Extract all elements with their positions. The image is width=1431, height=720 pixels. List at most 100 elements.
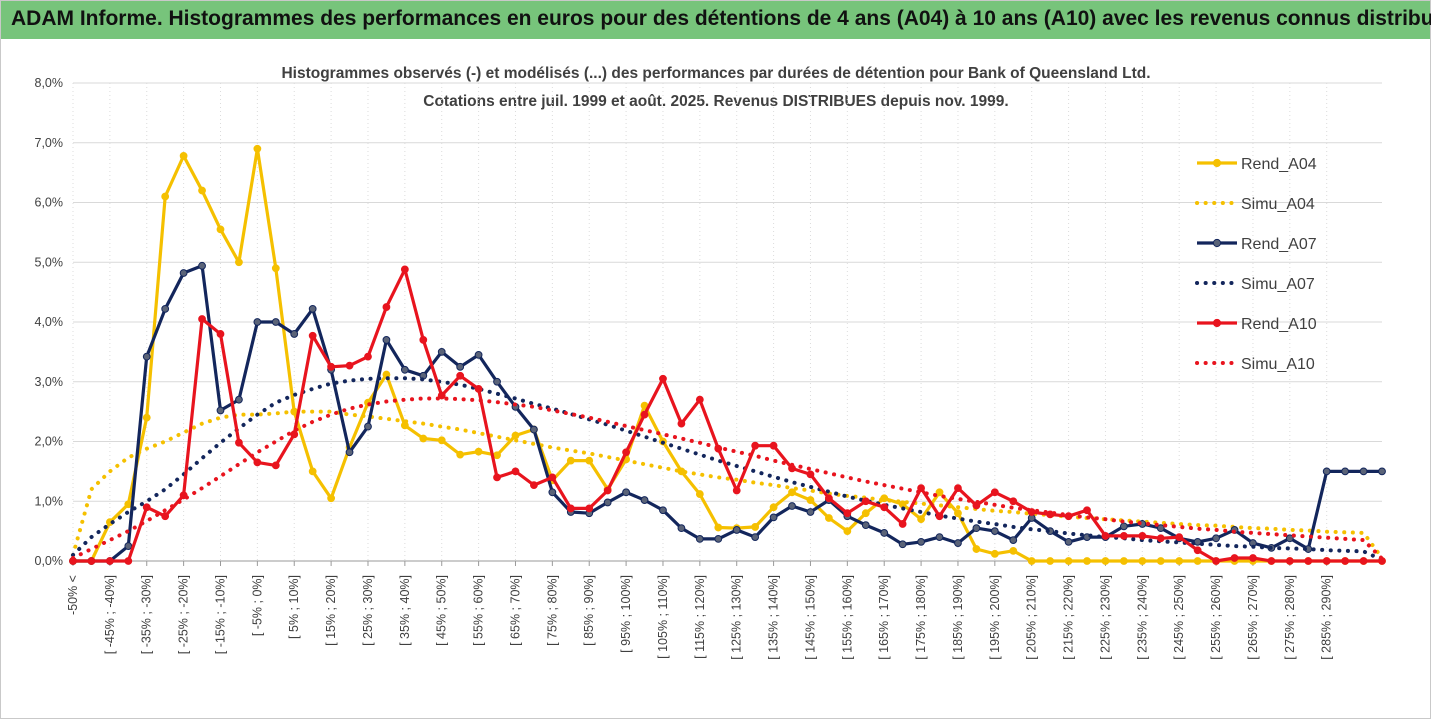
y-tick-label: 1,0% <box>35 494 64 508</box>
point-rend-a07 <box>972 524 981 533</box>
point-rend-a07 <box>714 534 723 543</box>
point-rend-a10 <box>1359 557 1368 565</box>
point-rend-a04 <box>437 436 446 445</box>
point-rend-a10 <box>364 352 372 361</box>
x-axis: -50% < [ -45% ; -40%] [ -35% ; -30%] [ -25%… <box>66 560 1382 660</box>
point-rend-a10 <box>161 512 170 521</box>
point-rend-a04 <box>419 434 428 443</box>
point-rend-a10 <box>1212 557 1220 565</box>
legend-label-rend-a04: Rend_A04 <box>1241 156 1317 173</box>
x-tick-label: [ 255% ; 260%] <box>1209 575 1223 660</box>
point-rend-a04 <box>1101 557 1110 565</box>
point-rend-a10 <box>290 430 299 439</box>
point-rend-a10 <box>1175 533 1184 541</box>
point-rend-a10 <box>493 473 501 482</box>
point-rend-a04 <box>714 523 723 532</box>
point-rend-a07 <box>493 377 501 386</box>
point-rend-a10 <box>935 512 944 521</box>
point-rend-a04 <box>308 467 317 476</box>
point-rend-a07 <box>898 540 907 549</box>
point-rend-a07 <box>253 318 262 326</box>
series-simu-a04-line <box>71 409 1384 560</box>
point-rend-a07 <box>1009 536 1018 544</box>
point-rend-a04 <box>751 523 760 531</box>
legend-marker-rend-a10 <box>1212 318 1222 328</box>
point-rend-a10 <box>1322 557 1331 565</box>
point-rend-a10 <box>1304 557 1313 565</box>
point-rend-a04 <box>861 509 870 518</box>
series-layer <box>69 144 1386 565</box>
x-tick-label: [ 195% ; 200%] <box>988 575 1002 660</box>
point-rend-a07 <box>1285 534 1294 543</box>
point-rend-a04 <box>917 515 925 524</box>
point-rend-a07 <box>622 488 630 497</box>
point-rend-a10 <box>511 467 520 476</box>
point-rend-a10 <box>880 503 889 512</box>
point-rend-a07 <box>917 537 925 546</box>
report-banner: ADAM Informe. Histogrammes des performan… <box>1 1 1431 39</box>
y-tick-label: 8,0% <box>35 76 64 90</box>
point-rend-a07 <box>142 352 151 361</box>
x-tick-label: [ 175% ; 180%] <box>914 575 928 660</box>
point-rend-a04 <box>843 527 852 536</box>
point-rend-a04 <box>935 488 944 497</box>
point-rend-a07 <box>437 347 446 356</box>
legend-label-simu-a10: Simu_A10 <box>1241 356 1315 373</box>
x-tick-label: -50% < <box>66 575 80 615</box>
point-rend-a04 <box>1064 557 1073 565</box>
point-rend-a04 <box>806 496 815 504</box>
series-rend-a04-line <box>73 147 1382 563</box>
point-rend-a04 <box>142 413 151 422</box>
point-rend-a10 <box>732 486 741 495</box>
point-rend-a10 <box>1119 532 1128 540</box>
point-rend-a04 <box>198 186 206 195</box>
point-rend-a04 <box>456 450 465 459</box>
point-rend-a10 <box>87 557 96 565</box>
point-rend-a10 <box>1285 557 1294 565</box>
point-rend-a07 <box>1378 467 1386 476</box>
point-rend-a07 <box>806 508 815 516</box>
x-tick-label: [ 205% ; 210%] <box>1025 575 1039 660</box>
x-tick-label: [ 265% ; 270%] <box>1246 575 1260 660</box>
x-tick-label: [ 35% ; 40%] <box>398 575 412 646</box>
point-rend-a10 <box>382 303 391 311</box>
x-tick-label: [ 135% ; 140%] <box>767 575 781 660</box>
point-rend-a04 <box>1009 546 1018 555</box>
point-rend-a07 <box>769 513 778 522</box>
point-rend-a04 <box>990 549 999 558</box>
point-rend-a10 <box>548 473 557 482</box>
point-rend-a10 <box>253 458 262 467</box>
point-rend-a10 <box>659 374 667 383</box>
x-tick-label: [ 25% ; 30%] <box>361 575 375 646</box>
x-tick-label: [ 225% ; 230%] <box>1098 575 1112 660</box>
x-tick-label: [ 185% ; 190%] <box>951 575 965 660</box>
chart-subtitle: Cotations entre juil. 1999 et août. 2025… <box>423 93 1008 110</box>
y-tick-label: 4,0% <box>35 315 64 329</box>
point-rend-a07 <box>456 362 465 371</box>
point-rend-a10 <box>345 361 354 370</box>
point-rend-a07 <box>345 448 354 457</box>
x-tick-label: [ 45% ; 50%] <box>435 575 449 646</box>
x-tick-label: [ 55% ; 60%] <box>472 575 486 646</box>
point-rend-a10 <box>917 484 925 493</box>
point-rend-a10 <box>1101 532 1110 540</box>
point-rend-a04 <box>1119 557 1128 565</box>
point-rend-a07 <box>179 269 188 277</box>
point-rend-a07 <box>1322 467 1331 476</box>
point-rend-a10 <box>677 419 686 428</box>
x-tick-label: [ 5% ; 10%] <box>287 575 301 639</box>
y-axis: 0,0% 1,0% 2,0% 3,0% 4,0% 5,0% 6,0% 7,0% 8,0% <box>35 76 64 568</box>
point-rend-a10 <box>1009 497 1018 506</box>
point-rend-a10 <box>825 494 833 503</box>
point-rend-a10 <box>806 470 815 479</box>
point-rend-a07 <box>382 336 391 344</box>
y-tick-label: 7,0% <box>35 136 64 150</box>
point-rend-a10 <box>1230 554 1239 562</box>
point-rend-a10 <box>419 336 428 344</box>
point-rend-a04 <box>327 494 336 503</box>
point-rend-a10 <box>898 520 907 528</box>
point-rend-a07 <box>880 529 889 537</box>
point-rend-a07 <box>677 524 686 533</box>
point-rend-a04 <box>511 431 520 440</box>
